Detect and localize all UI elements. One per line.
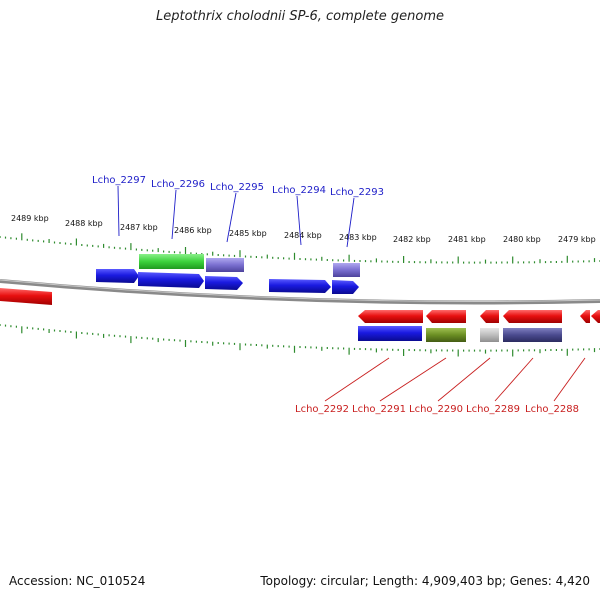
gene-lcho-2292-arrow[interactable] — [358, 310, 423, 323]
genome-backbone — [0, 279, 600, 305]
genome-backbone-highlight — [0, 279, 600, 302]
leader-line — [437, 357, 491, 402]
leader-line — [324, 357, 390, 402]
gene-lcho-2289-block[interactable] — [503, 328, 562, 342]
gene-label-lcho-2294[interactable]: Lcho_2294 — [272, 185, 326, 196]
gene-lcho-2296-arrow[interactable] — [138, 272, 204, 288]
gene-lcho-2290-arrow[interactable] — [480, 310, 499, 323]
reverse-labels: Lcho_2292 Lcho_2291 Lcho_2290 Lcho_2289 … — [295, 357, 586, 415]
leader-line — [346, 197, 355, 248]
gene-lcho-2296[interactable] — [139, 254, 204, 269]
forward-strand-inner — [96, 269, 359, 294]
leader-line — [494, 357, 534, 402]
kbp-label: 2486 kbp — [174, 226, 212, 235]
gene-label-lcho-2288[interactable]: Lcho_2288 — [525, 404, 579, 415]
kbp-label: 2481 kbp — [448, 235, 486, 244]
kbp-labels: 2489 kbp 2488 kbp 2487 kbp 2486 kbp 2485… — [11, 214, 596, 244]
gene-lcho-2295-arrow[interactable] — [205, 276, 243, 290]
scale-ticks-bottom — [0, 324, 600, 357]
gene-label-lcho-2297[interactable]: Lcho_2297 — [92, 175, 146, 186]
kbp-label: 2485 kbp — [229, 229, 267, 238]
leader-line — [296, 195, 302, 246]
leader-line — [379, 357, 447, 402]
gene-label-lcho-2289[interactable]: Lcho_2289 — [466, 404, 520, 415]
kbp-label: 2484 kbp — [284, 231, 322, 240]
gene-label-lcho-2291[interactable]: Lcho_2291 — [352, 404, 406, 415]
gene-red-right-partial[interactable] — [591, 310, 600, 323]
gene-lcho-2293-arrow[interactable] — [332, 280, 359, 294]
leader-line — [226, 192, 237, 243]
reverse-strand-inner — [0, 288, 600, 323]
gene-lcho-2288-arrow[interactable] — [580, 310, 590, 323]
kbp-label: 2480 kbp — [503, 235, 541, 244]
gene-lcho-2295[interactable] — [206, 258, 244, 272]
forward-strand-outer — [139, 254, 360, 277]
gene-lcho-2290-block[interactable] — [480, 328, 499, 342]
gene-red-left-partial[interactable] — [0, 288, 52, 305]
gene-lcho-2293[interactable] — [333, 263, 360, 277]
gene-label-lcho-2293[interactable]: Lcho_2293 — [330, 187, 384, 198]
kbp-label: 2479 kbp — [558, 235, 596, 244]
kbp-label: 2482 kbp — [393, 235, 431, 244]
kbp-label: 2483 kbp — [339, 233, 377, 242]
gene-lcho-2291-block[interactable] — [426, 328, 466, 342]
map-title: Leptothrix cholodnii SP-6, complete geno… — [156, 9, 444, 24]
kbp-label: 2489 kbp — [11, 214, 49, 223]
forward-labels: Lcho_2297 Lcho_2296 Lcho_2295 Lcho_2294 … — [92, 175, 384, 248]
accession-text: Accession: NC_010524 — [9, 574, 146, 588]
genome-summary-text: Topology: circular; Length: 4,909,403 bp… — [260, 574, 590, 588]
gene-label-lcho-2296[interactable]: Lcho_2296 — [151, 179, 205, 190]
leader-line — [117, 185, 120, 237]
reverse-strand-outer — [358, 326, 562, 342]
gene-lcho-2289-arrow[interactable] — [503, 310, 562, 323]
gene-label-lcho-2292[interactable]: Lcho_2292 — [295, 404, 349, 415]
leader-line — [553, 357, 586, 402]
kbp-label: 2488 kbp — [65, 219, 103, 228]
gene-lcho-2291-arrow[interactable] — [426, 310, 466, 323]
kbp-label: 2487 kbp — [120, 223, 158, 232]
leader-line — [171, 189, 177, 240]
gene-label-lcho-2295[interactable]: Lcho_2295 — [210, 182, 264, 193]
gene-lcho-2297-arrow[interactable] — [96, 269, 139, 283]
gene-lcho-2292-block[interactable] — [358, 326, 422, 341]
gene-lcho-2294-arrow[interactable] — [269, 279, 331, 293]
gene-label-lcho-2290[interactable]: Lcho_2290 — [409, 404, 463, 415]
